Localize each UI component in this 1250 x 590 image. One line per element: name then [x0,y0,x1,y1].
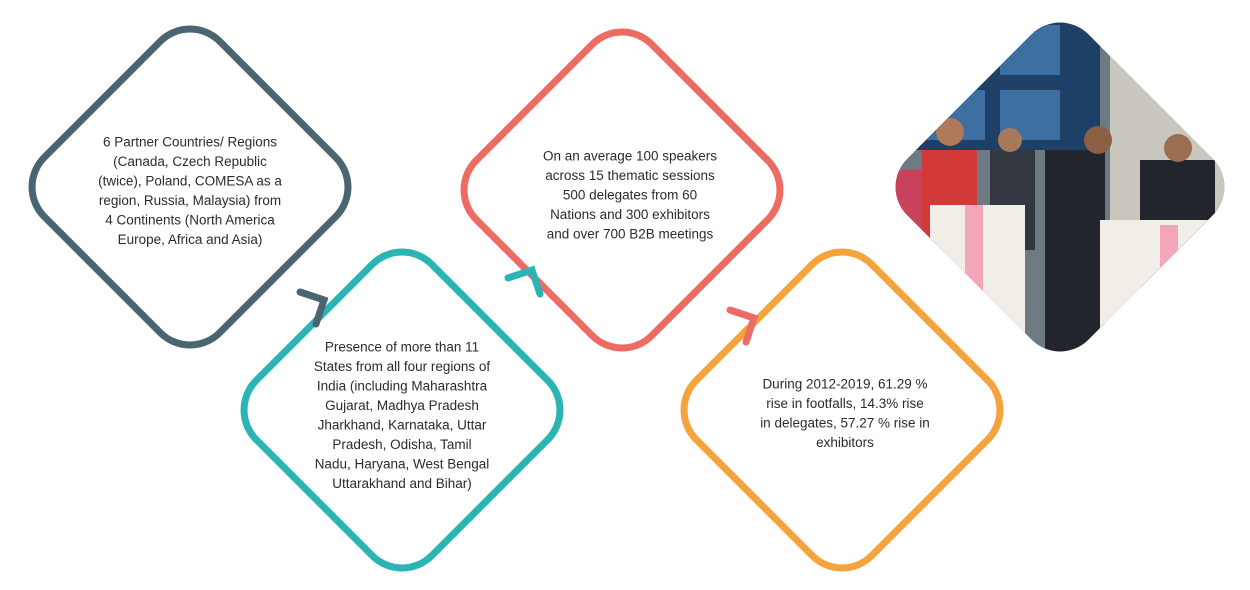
node-text: Europe, Africa and Asia) [118,232,263,247]
node-text: 6 Partner Countries/ Regions [103,135,277,150]
node-text: During 2012-2019, 61.29 % [762,377,927,392]
node-text: Presence of more than 11 [325,340,479,355]
photo [878,5,1242,369]
node-text: 4 Continents (North America [105,213,275,228]
node-text: Gujarat, Madhya Pradesh [325,398,479,413]
node-text: (Canada, Czech Republic [113,154,267,169]
node-text: in delegates, 57.27 % rise in [760,416,930,431]
arrow-3 [726,306,759,346]
node-text: rise in footfalls, 14.3% rise [766,396,924,411]
diamonds [28,25,1004,572]
arrow-2 [504,265,544,298]
node-text: India (including Maharashtra [317,379,488,394]
node-text: Nadu, Haryana, West Bengal [315,457,490,472]
node-text: and over 700 B2B meetings [547,227,714,242]
node-text: 500 delegates from 60 [563,188,697,203]
diamond-1 [28,25,352,349]
node-text: States from all four regions of [314,359,491,374]
node-text: Uttarakhand and Bihar) [332,476,472,491]
labels: 6 Partner Countries/ Regions (Canada, Cze… [98,135,930,492]
node-text: Jharkhand, Karnataka, Uttar [318,418,487,433]
node-text: exhibitors [816,435,874,450]
node-text: Nations and 300 exhibitors [550,207,710,222]
node-text: across 15 thematic sessions [545,168,715,183]
arrow-1 [296,288,329,328]
node-text: (twice), Poland, COMESA as a [98,174,282,189]
node-text: Pradesh, Odisha, Tamil [332,437,471,452]
arrows [296,265,759,346]
node-text: On an average 100 speakers [543,149,717,164]
node-text: region, Russia, Malaysia) from [99,193,281,208]
